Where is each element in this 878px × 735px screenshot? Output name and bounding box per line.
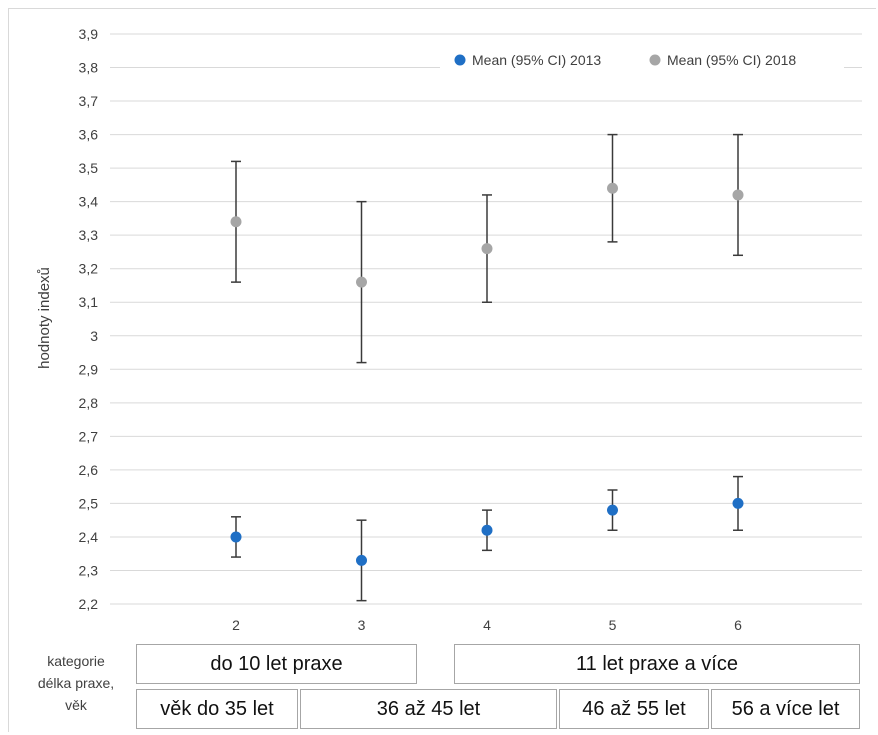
y-tick-label: 3 <box>90 328 98 344</box>
y-tick-label: 2,8 <box>79 395 99 411</box>
table-row-label: kategorie délka praxe, věk <box>22 650 130 716</box>
y-tick-label: 3,1 <box>79 294 99 310</box>
age-group-1: 36 až 45 let <box>300 689 557 729</box>
legend-marker-2018 <box>649 54 661 66</box>
y-tick-label: 2,2 <box>79 596 99 612</box>
data-points <box>230 182 744 566</box>
y-tick-label: 2,7 <box>79 428 99 444</box>
y-tick-label: 2,6 <box>79 462 99 478</box>
row-label-line-2: délka praxe, <box>37 675 115 691</box>
data-point-2018 <box>607 182 618 194</box>
y-tick-label: 2,9 <box>79 361 99 377</box>
x-tick-label: 2 <box>232 617 240 633</box>
legend-label-2018: Mean (95% CI) 2018 <box>667 52 796 68</box>
y-tick-label: 2,3 <box>79 562 99 578</box>
experience-group-0: do 10 let praxe <box>136 644 417 684</box>
y-tick-label: 3,4 <box>79 194 99 210</box>
chart-frame <box>8 8 876 732</box>
row-label-line-3: věk <box>65 697 87 713</box>
legend-marker-2013 <box>454 54 466 66</box>
data-point-2018 <box>732 189 744 201</box>
y-tick-label: 3,8 <box>79 60 99 76</box>
age-group-3: 56 a více let <box>711 689 860 729</box>
experience-group-1: 11 let praxe a více <box>454 644 860 684</box>
data-point-2013 <box>607 504 618 516</box>
x-tick-label: 4 <box>483 617 491 633</box>
x-tick-label: 3 <box>358 617 366 633</box>
data-point-2013 <box>732 497 744 509</box>
data-point-2018 <box>481 243 493 255</box>
data-point-2013 <box>230 531 242 543</box>
data-point-2018 <box>230 216 242 228</box>
y-tick-label: 2,5 <box>79 495 99 511</box>
y-tick-labels: 2,2 2,3 2,4 2,5 2,6 2,7 2,8 2,9 3 3,1 3,2 3,3 3,4 3,5… <box>79 26 99 612</box>
y-tick-label: 3,9 <box>79 26 99 42</box>
x-tick-label: 6 <box>734 617 742 633</box>
data-point-2018 <box>356 276 367 288</box>
error-bar-chart: 2,2 2,3 2,4 2,5 2,6 2,7 2,8 2,9 3 3,1 3,2 3,3 3,4 3,5… <box>36 26 862 633</box>
age-group-2: 46 až 55 let <box>559 689 709 729</box>
gridlines <box>110 33 862 605</box>
x-tick-labels: 2 3 4 5 6 <box>232 617 742 633</box>
y-tick-label: 3,3 <box>79 227 99 243</box>
y-tick-label: 3,5 <box>79 160 99 176</box>
y-axis-label: hodnoty indexů <box>36 267 53 369</box>
legend-label-2013: Mean (95% CI) 2013 <box>472 52 601 68</box>
y-tick-label: 2,4 <box>79 529 99 545</box>
row-label-line-1: kategorie <box>47 653 105 669</box>
y-tick-label: 3,2 <box>79 261 99 277</box>
x-tick-label: 5 <box>609 617 617 633</box>
y-tick-label: 3,7 <box>79 93 99 109</box>
legend-background <box>440 44 844 74</box>
y-tick-label: 3,6 <box>79 127 99 143</box>
data-point-2013 <box>356 554 367 566</box>
legend: Mean (95% CI) 2013 Mean (95% CI) 2018 <box>440 44 844 74</box>
data-point-2013 <box>481 524 493 536</box>
age-group-0: věk do 35 let <box>136 689 298 729</box>
